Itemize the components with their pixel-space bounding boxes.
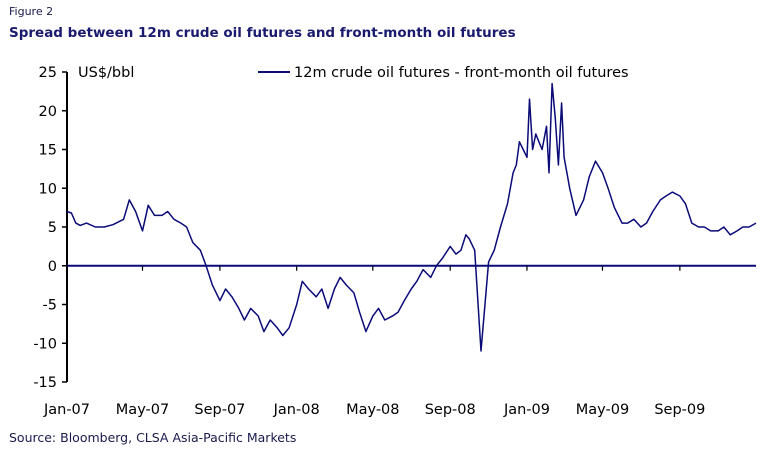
y-tick-label: -15 xyxy=(33,375,57,391)
y-tick-label: 5 xyxy=(48,220,57,236)
y-tick-label: 15 xyxy=(39,143,57,159)
y-axis-unit-label: US$/bbl xyxy=(78,65,134,81)
x-tick-label: Jan-08 xyxy=(273,402,320,418)
series-group xyxy=(66,82,757,352)
y-tick-label: 0 xyxy=(48,259,57,275)
chart-title: Spread between 12m crude oil futures and… xyxy=(9,25,516,41)
y-tick-label: 25 xyxy=(39,65,57,81)
x-tick-label: Jan-09 xyxy=(503,402,550,418)
y-tick-label: -10 xyxy=(33,336,57,352)
source-note: Source: Bloomberg, CLSA Asia-Pacific Mar… xyxy=(9,430,297,445)
legend: 12m crude oil futures - front-month oil … xyxy=(258,65,629,81)
x-tick-label: Sep-08 xyxy=(425,402,476,418)
x-tick-label: Jan-07 xyxy=(43,402,90,418)
legend-entry: 12m crude oil futures - front-month oil … xyxy=(294,65,629,81)
x-tick-label: Sep-09 xyxy=(654,402,705,418)
y-tick-label: -5 xyxy=(43,298,57,314)
x-tick-label: May-07 xyxy=(116,402,169,418)
y-tick-label: 10 xyxy=(39,181,57,197)
y-axis: -15 -10 -5 0 5 10 15 20 25 xyxy=(33,65,68,391)
x-tick-label: Sep-07 xyxy=(194,402,245,418)
x-axis: Jan-07 May-07 Sep-07 Jan-08 May-08 Sep-08 Jan-… xyxy=(43,264,756,418)
series-line xyxy=(66,82,757,352)
x-tick-label: May-09 xyxy=(576,402,629,418)
y-tick-label: 20 xyxy=(39,104,57,120)
x-tick-label: May-08 xyxy=(346,402,399,418)
figure-label: Figure 2 xyxy=(9,5,54,18)
